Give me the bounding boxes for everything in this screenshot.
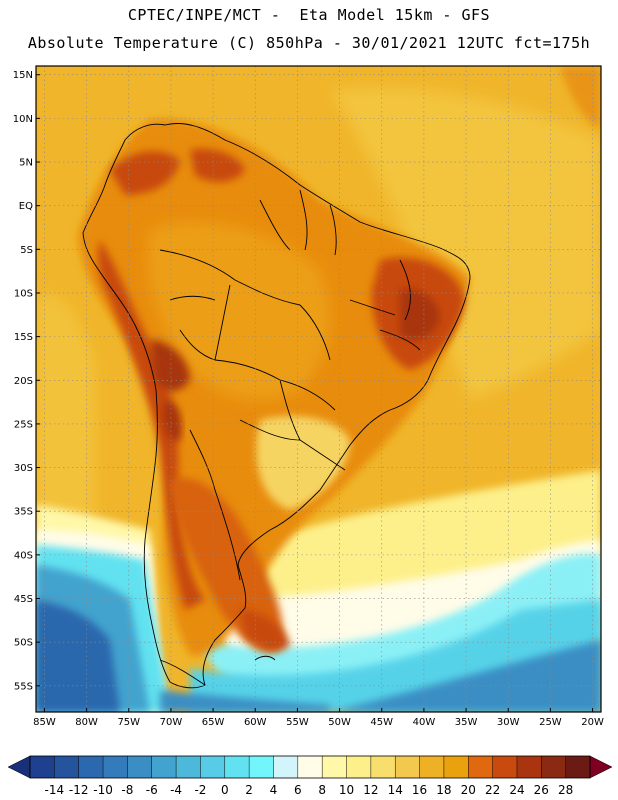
colorbar-swatch [224,756,250,778]
lon-tick-label: 45W [370,717,393,728]
lon-tick-label: 30W [497,717,520,728]
lat-tick-label: 30S [14,463,33,474]
latitude-axis: 15N 10N 5N EQ 5S 10S 15S 20S 25S 30S 35S 40S 45S 50S 5… [13,70,40,692]
lat-tick-label: 55S [14,681,33,692]
coastline-south-america [82,123,471,689]
colorbar-swatch [176,756,201,778]
colorbar-swatch [78,756,104,778]
colorbar-label: -2 [194,783,206,797]
lon-tick-label: 60W [244,717,267,728]
colorbar-swatch [127,756,153,778]
colorbar-label: 18 [436,783,451,797]
colorbar-swatch [468,756,493,778]
colorbar-label: -4 [170,783,182,797]
colorbar-label: 12 [363,783,378,797]
map-title-line2: Absolute Temperature (C) 850hPa - 30/01/… [27,34,591,52]
colorbar-swatch [30,756,55,778]
lat-tick-label: 25S [14,419,33,430]
lon-tick-label: 35W [455,717,478,728]
lat-tick-label: 10S [14,288,33,299]
colorbar-label: 20 [461,783,476,797]
colorbar-label: 26 [534,783,549,797]
colorbar-label: 10 [339,783,354,797]
lon-tick-label: 70W [160,717,183,728]
colorbar-swatch [419,756,445,778]
lat-tick-label: 20S [14,376,33,387]
colorbar-label: -12 [69,783,89,797]
lat-tick-label: 15N [13,70,33,81]
lon-tick-label: 55W [286,717,309,728]
lat-tick-label: 10N [13,114,33,125]
lon-tick-label: 40W [413,717,436,728]
country-borders [82,123,471,689]
lon-tick-label: 20W [581,717,604,728]
lon-tick-label: 65W [202,717,225,728]
colorbar-swatch [273,756,299,778]
colorbar-label: 8 [318,783,326,797]
colorbar-swatch [151,756,177,778]
lat-tick-label: 35S [14,507,33,518]
colorbar-label: 2 [245,783,253,797]
colorbar-swatch [443,756,469,778]
colorbar-swatch [54,756,79,778]
colorbar-swatch [565,756,591,778]
colorbar-swatch [200,756,226,778]
colorbar-label: -10 [93,783,113,797]
lon-tick-label: 85W [33,717,56,728]
lat-tick-label: 15S [14,332,33,343]
lon-tick-label: 50W [328,717,351,728]
colorbar-label: 24 [509,783,524,797]
colorbar-swatch [370,756,396,778]
colorbar-under-triangle [7,755,31,779]
colorbar-swatch [103,756,128,778]
colorbar-swatch [322,756,347,778]
lon-tick-label: 80W [75,717,98,728]
colorbar-label: -6 [146,783,158,797]
longitude-axis: 85W 80W 75W 70W 65W 60W 55W 50W 45W 40W 35W 30W 25W 2… [33,708,604,728]
colorbar-label: 0 [221,783,229,797]
temperature-field [36,66,601,712]
colorbar-over-triangle [589,755,613,779]
colorbar-label: -14 [45,783,65,797]
colorbar-swatch [249,756,274,778]
colorbar-label: 22 [485,783,500,797]
colorbar-swatch [541,756,566,778]
colorbar-outline [29,755,591,779]
colorbar-label: 16 [412,783,427,797]
lat-tick-label: EQ [19,201,33,212]
colorbar-label: 14 [388,783,403,797]
lat-tick-label: 5N [19,158,33,169]
map-title-line1: CPTEC/INPE/MCT - Eta Model 15km - GFS [127,6,491,24]
map-frame [35,65,602,713]
lon-tick-label: 25W [539,717,562,728]
lat-tick-label: 45S [14,594,33,605]
colorbar-swatch [297,756,323,778]
temperature-colorbar: -14 -12 -10 -8 -6 -4 -2 0 2 4 6 8 10 12 14 16 18 20 22 24 26… [7,755,613,797]
colorbar-label: 4 [270,783,278,797]
colorbar-swatch [516,756,542,778]
colorbar-label: 6 [294,783,302,797]
colorbar-swatch [395,756,420,778]
colorbar-swatch [346,756,372,778]
lat-tick-label: 40S [14,550,33,561]
colorbar-label: 28 [558,783,573,797]
lat-tick-label: 5S [20,245,33,256]
colorbar-label: -8 [121,783,133,797]
lat-tick-label: 50S [14,638,33,649]
lon-tick-label: 75W [117,717,140,728]
colorbar-swatch [492,756,518,778]
